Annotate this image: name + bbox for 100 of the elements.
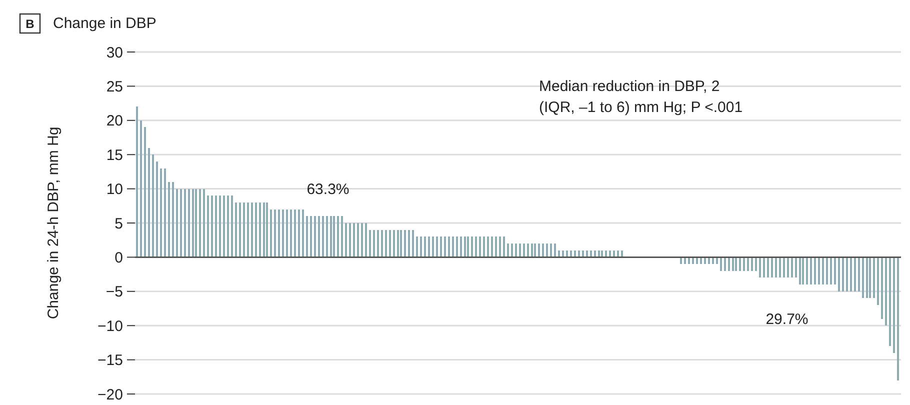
y-tick-label: −10 bbox=[98, 318, 123, 335]
y-tick-label: 10 bbox=[106, 181, 123, 198]
bar bbox=[724, 257, 726, 271]
bar bbox=[452, 236, 454, 258]
bar bbox=[243, 202, 245, 258]
bar bbox=[739, 257, 741, 271]
bar bbox=[787, 257, 789, 278]
bar bbox=[834, 257, 836, 285]
bar bbox=[542, 244, 544, 258]
bar bbox=[538, 244, 540, 258]
bar bbox=[499, 236, 501, 258]
bar bbox=[519, 244, 521, 258]
bar bbox=[333, 216, 335, 258]
bar bbox=[515, 244, 517, 258]
bar bbox=[806, 257, 808, 285]
bar bbox=[393, 230, 395, 258]
bar bbox=[298, 209, 300, 258]
bar bbox=[286, 209, 288, 258]
bar bbox=[495, 236, 497, 258]
bar bbox=[282, 209, 284, 258]
bar bbox=[743, 257, 745, 271]
bar bbox=[491, 236, 493, 258]
bar bbox=[152, 154, 154, 258]
bar bbox=[353, 223, 355, 258]
bar bbox=[188, 188, 190, 258]
bar bbox=[791, 257, 793, 278]
bar bbox=[763, 257, 765, 278]
bar bbox=[881, 257, 883, 319]
bar bbox=[381, 230, 383, 258]
bar bbox=[199, 188, 201, 258]
bar bbox=[732, 257, 734, 271]
bar bbox=[755, 257, 757, 271]
bar bbox=[830, 257, 832, 285]
bar bbox=[310, 216, 312, 258]
bar bbox=[869, 257, 871, 298]
bar bbox=[247, 202, 249, 258]
bar bbox=[428, 236, 430, 258]
bar bbox=[436, 236, 438, 258]
bar bbox=[802, 257, 804, 285]
bar bbox=[302, 209, 304, 258]
bar bbox=[306, 216, 308, 258]
text: B bbox=[26, 17, 35, 31]
bar bbox=[294, 209, 296, 258]
y-tick-label: 15 bbox=[106, 146, 123, 164]
bar bbox=[259, 202, 261, 258]
bar bbox=[385, 230, 387, 258]
bar bbox=[164, 168, 166, 258]
bar bbox=[369, 230, 371, 258]
bar bbox=[893, 257, 895, 353]
bar bbox=[266, 202, 268, 258]
bar bbox=[290, 209, 292, 258]
bar bbox=[464, 236, 466, 258]
bar bbox=[223, 196, 225, 258]
bar bbox=[207, 196, 209, 258]
y-tick-label: 0 bbox=[114, 249, 123, 266]
bar bbox=[361, 223, 363, 258]
y-tick-label: −15 bbox=[98, 352, 123, 370]
bar bbox=[389, 230, 391, 258]
y-tick-label: 5 bbox=[114, 215, 123, 232]
annotation: 29.7% bbox=[766, 311, 808, 328]
bar bbox=[527, 244, 529, 258]
bar bbox=[424, 236, 426, 258]
bar bbox=[728, 257, 730, 271]
bar bbox=[180, 188, 182, 258]
bar bbox=[503, 236, 505, 258]
bar bbox=[877, 257, 879, 306]
bar bbox=[818, 257, 820, 285]
bar bbox=[507, 244, 509, 258]
bar bbox=[270, 209, 272, 258]
bar bbox=[475, 236, 477, 258]
bar bbox=[487, 236, 489, 258]
bar bbox=[862, 257, 864, 298]
bar bbox=[534, 244, 536, 258]
bar bbox=[822, 257, 824, 285]
chart-title: Change in DBP bbox=[53, 15, 156, 32]
bar bbox=[337, 216, 339, 258]
bar bbox=[814, 257, 816, 285]
bar bbox=[274, 209, 276, 258]
bar bbox=[775, 257, 777, 278]
bar bbox=[172, 182, 174, 258]
bar bbox=[148, 148, 150, 258]
bar bbox=[546, 244, 548, 258]
y-tick-label: 30 bbox=[106, 44, 123, 62]
bar bbox=[889, 257, 891, 346]
bar bbox=[235, 202, 237, 258]
bar bbox=[412, 230, 414, 258]
bar bbox=[420, 236, 422, 258]
bar bbox=[400, 230, 402, 258]
bar bbox=[866, 257, 868, 298]
bar bbox=[479, 236, 481, 258]
bar bbox=[195, 188, 197, 258]
bar bbox=[192, 188, 194, 258]
bar bbox=[897, 257, 899, 380]
bar bbox=[810, 257, 812, 285]
bar bbox=[471, 236, 473, 258]
bar bbox=[799, 257, 801, 285]
annotation: Median reduction in DBP, 2 (IQR, –1 to 6) mm Hg; P <.001 bbox=[539, 78, 743, 116]
bar bbox=[873, 257, 875, 298]
bar bbox=[251, 202, 253, 258]
bar bbox=[554, 244, 556, 258]
